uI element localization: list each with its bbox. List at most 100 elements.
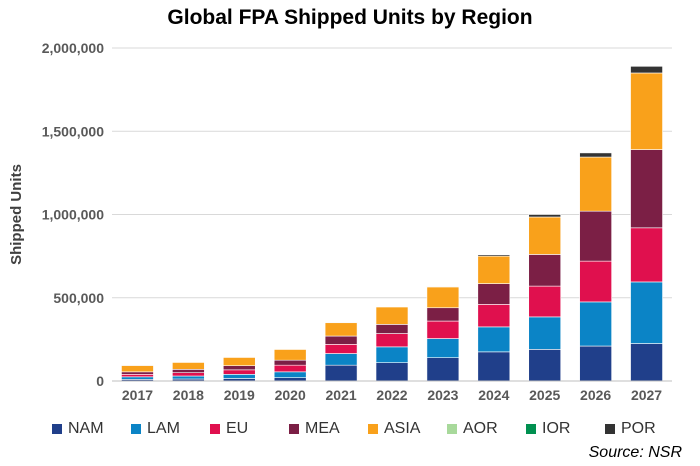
bar-segment-eu bbox=[375, 333, 409, 348]
bar-segment-nam bbox=[579, 345, 612, 382]
bar-segment-por bbox=[579, 152, 612, 158]
bar-segment-lam bbox=[375, 346, 409, 363]
chart-legend: NAM LAM EU MEA ASIA AOR IOR POR bbox=[0, 420, 700, 442]
bar-segment-mea bbox=[630, 149, 663, 229]
legend-item-mea: MEA bbox=[289, 420, 340, 438]
bar-segment-mea bbox=[528, 254, 562, 287]
bar-segment-nam bbox=[630, 343, 663, 382]
chart-title: Global FPA Shipped Units by Region bbox=[167, 6, 533, 29]
y-tick-label: 1,500,000 bbox=[42, 123, 104, 139]
bar-segment-eu bbox=[426, 320, 460, 339]
y-tick-label: 0 bbox=[96, 373, 104, 389]
y-tick-label: 2,000,000 bbox=[42, 40, 104, 56]
bar-segment-lam bbox=[477, 326, 511, 353]
bar-segment-lam bbox=[528, 316, 562, 350]
x-tick-label: 2023 bbox=[427, 387, 458, 403]
bar-segment-asia bbox=[579, 156, 612, 212]
bar-segment-asia bbox=[222, 357, 256, 366]
legend-label: ASIA bbox=[384, 420, 421, 437]
legend-swatch bbox=[605, 424, 615, 434]
legend-label: POR bbox=[621, 420, 656, 437]
stacked-bar-chart: 0 500,000 1,000,000 1,500,000 2,000,000 Shipp… bbox=[8, 40, 672, 403]
bar-segment-lam bbox=[172, 375, 205, 380]
bar-segment-mea bbox=[172, 369, 205, 373]
x-tick-label: 2022 bbox=[376, 387, 407, 403]
bar-segment-asia bbox=[630, 72, 663, 150]
legend-label: IOR bbox=[542, 420, 571, 437]
bar-segment-nam bbox=[324, 364, 358, 382]
legend-item-eu: EU bbox=[210, 420, 248, 438]
bar-segment-lam bbox=[579, 301, 612, 347]
bar-segment-mea bbox=[579, 210, 612, 262]
bar-segment-nam bbox=[426, 357, 460, 382]
legend-swatch bbox=[131, 424, 141, 434]
bar-segment-asia bbox=[477, 255, 511, 284]
bar-segment-asia bbox=[121, 365, 154, 373]
x-tick-label: 2018 bbox=[173, 387, 204, 403]
bar-segment-eu bbox=[172, 372, 205, 377]
x-tick-label: 2026 bbox=[580, 387, 611, 403]
bar-segment-por bbox=[528, 214, 562, 218]
bar-segment-lam bbox=[121, 376, 154, 380]
bar-segment-eu bbox=[528, 285, 562, 318]
x-tick-label: 2025 bbox=[529, 387, 560, 403]
bar-segment-nam bbox=[477, 351, 511, 382]
bar-segment-asia bbox=[426, 286, 460, 309]
bar-segment-lam bbox=[273, 371, 307, 378]
bar-segment-mea bbox=[273, 359, 307, 366]
x-tick-label: 2021 bbox=[326, 387, 357, 403]
legend-item-aor: AOR bbox=[447, 420, 498, 438]
bar-segment-eu bbox=[630, 227, 663, 283]
bar-segment-mea bbox=[426, 307, 460, 322]
bar-segment-eu bbox=[324, 344, 358, 354]
legend-item-lam: LAM bbox=[131, 420, 180, 438]
bar-segment-eu bbox=[121, 374, 154, 378]
bar-segment-mea bbox=[222, 365, 256, 371]
legend-item-ior: IOR bbox=[526, 420, 570, 438]
bar-segment-eu bbox=[579, 260, 612, 303]
legend-swatch bbox=[526, 424, 536, 434]
bar-segment-asia bbox=[273, 349, 307, 361]
bar-segment-por bbox=[477, 254, 511, 257]
bar-segment-asia bbox=[172, 362, 205, 370]
legend-swatch bbox=[368, 424, 378, 434]
legend-label: MEA bbox=[305, 420, 340, 437]
source-note: Source: NSR bbox=[588, 444, 682, 461]
y-tick-label: 1,000,000 bbox=[42, 207, 104, 223]
bar-segment-eu bbox=[273, 364, 307, 373]
x-tick-label: 2017 bbox=[122, 387, 153, 403]
bar-segment-eu bbox=[477, 304, 511, 328]
y-axis-title: Shipped Units bbox=[8, 164, 25, 265]
bar-segment-nam bbox=[528, 349, 562, 382]
bar-segment-mea bbox=[375, 324, 409, 334]
bar-segment-eu bbox=[222, 369, 256, 375]
bar-segment-lam bbox=[324, 353, 358, 366]
legend-swatch bbox=[447, 424, 457, 434]
legend-item-por: POR bbox=[605, 420, 656, 438]
legend-swatch bbox=[210, 424, 220, 434]
legend-label: LAM bbox=[147, 420, 180, 437]
legend-label: NAM bbox=[68, 420, 104, 437]
legend-item-nam: NAM bbox=[52, 420, 104, 438]
legend-item-asia: ASIA bbox=[368, 420, 420, 438]
bar-segment-mea bbox=[121, 371, 154, 375]
x-tick-label: 2024 bbox=[478, 387, 509, 403]
bar-segment-nam bbox=[375, 362, 409, 382]
bar-segment-asia bbox=[375, 306, 409, 325]
y-tick-label: 500,000 bbox=[53, 290, 104, 306]
legend-label: EU bbox=[226, 420, 249, 437]
bar-segment-mea bbox=[477, 283, 511, 305]
bar-segment-lam bbox=[630, 281, 663, 344]
legend-swatch bbox=[52, 424, 62, 434]
x-tick-label: 2019 bbox=[224, 387, 255, 403]
bar-segment-lam bbox=[222, 374, 256, 379]
legend-swatch bbox=[289, 424, 299, 434]
bar-segment-por bbox=[630, 66, 663, 74]
bar-segment-asia bbox=[528, 216, 562, 255]
x-tick-label: 2027 bbox=[631, 387, 662, 403]
bar-segment-mea bbox=[324, 335, 358, 345]
legend-label: AOR bbox=[463, 420, 498, 437]
bar-segment-lam bbox=[426, 338, 460, 358]
bar-segment-asia bbox=[324, 322, 358, 337]
x-tick-label: 2020 bbox=[275, 387, 306, 403]
